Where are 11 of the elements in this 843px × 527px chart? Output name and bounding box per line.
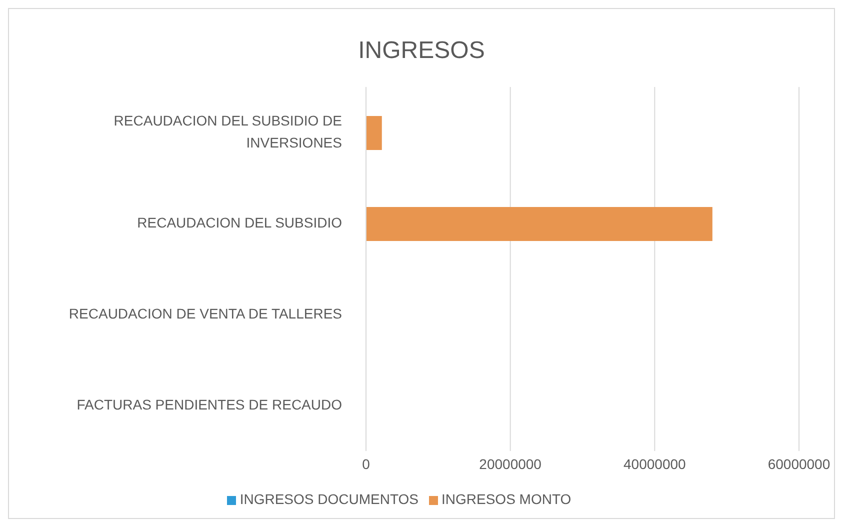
x-tick-label: 20000000	[479, 456, 542, 472]
x-tick-label: 40000000	[624, 456, 686, 472]
chart-title: INGRESOS	[357, 36, 486, 66]
legend-label: INGRESOS MONTO	[442, 491, 572, 507]
x-tick-label: 0	[362, 456, 370, 472]
x-tick-label: 60000000	[768, 456, 830, 472]
y-tick-label: FACTURAS PENDIENTES DE RECAUDO	[76, 396, 342, 412]
y-tick-label: RECAUDACION DE VENTA DE TALLERES	[68, 305, 342, 322]
y-tick-label: RECAUDACION DEL SUBSIDIO	[137, 214, 342, 230]
legend-label: INGRESOS DOCUMENTOS	[240, 491, 418, 507]
y-tick-label: RECAUDACION DEL SUBSIDIO DE INVERSIONES	[114, 112, 342, 150]
